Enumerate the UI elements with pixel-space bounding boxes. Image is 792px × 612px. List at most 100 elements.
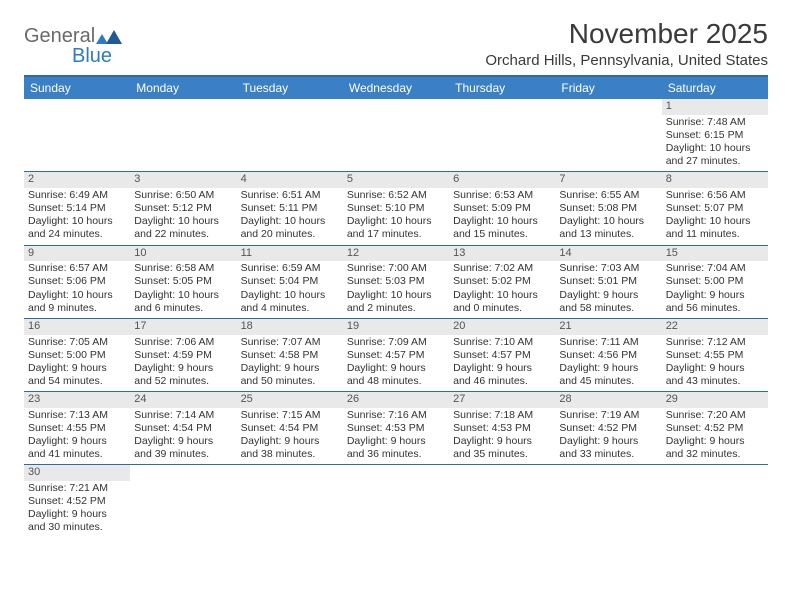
day-info-line: and 9 minutes.	[28, 302, 126, 315]
week-row: 23Sunrise: 7:13 AMSunset: 4:55 PMDayligh…	[24, 392, 768, 465]
day-info-line: and 56 minutes.	[666, 302, 764, 315]
day-info-line: Sunrise: 7:11 AM	[559, 336, 657, 349]
day-info-line: Sunset: 4:56 PM	[559, 349, 657, 362]
day-info-line: and 30 minutes.	[28, 521, 126, 534]
day-number: 5	[343, 172, 449, 188]
day-info-line: and 15 minutes.	[453, 228, 551, 241]
day-cell: 15Sunrise: 7:04 AMSunset: 5:00 PMDayligh…	[662, 246, 768, 318]
day-info-line: Sunset: 4:52 PM	[28, 495, 126, 508]
day-info-line: and 24 minutes.	[28, 228, 126, 241]
day-info-line: Daylight: 9 hours	[347, 435, 445, 448]
day-info-line: Daylight: 9 hours	[559, 289, 657, 302]
day-cell: 22Sunrise: 7:12 AMSunset: 4:55 PMDayligh…	[662, 319, 768, 391]
day-body: Sunrise: 6:51 AMSunset: 5:11 PMDaylight:…	[237, 188, 343, 245]
day-info-line: Sunrise: 6:56 AM	[666, 189, 764, 202]
day-number: 13	[449, 246, 555, 262]
day-info-line: and 33 minutes.	[559, 448, 657, 461]
day-cell: 3Sunrise: 6:50 AMSunset: 5:12 PMDaylight…	[130, 172, 236, 244]
week-row: 16Sunrise: 7:05 AMSunset: 5:00 PMDayligh…	[24, 319, 768, 392]
day-info-line: Sunset: 4:58 PM	[241, 349, 339, 362]
day-number: 27	[449, 392, 555, 408]
day-cell: 16Sunrise: 7:05 AMSunset: 5:00 PMDayligh…	[24, 319, 130, 391]
day-cell: ..	[555, 465, 661, 537]
day-body: Sunrise: 7:07 AMSunset: 4:58 PMDaylight:…	[237, 335, 343, 392]
day-cell: ..	[449, 99, 555, 171]
day-cell: ..	[237, 465, 343, 537]
day-body: Sunrise: 7:09 AMSunset: 4:57 PMDaylight:…	[343, 335, 449, 392]
day-cell: ..	[343, 99, 449, 171]
day-of-week-header: SundayMondayTuesdayWednesdayThursdayFrid…	[24, 75, 768, 99]
day-info-line: and 13 minutes.	[559, 228, 657, 241]
day-info-line: and 46 minutes.	[453, 375, 551, 388]
header: General Blue November 2025 Orchard Hills…	[24, 18, 768, 69]
day-body: Sunrise: 6:58 AMSunset: 5:05 PMDaylight:…	[130, 261, 236, 318]
day-info-line: Sunset: 5:00 PM	[28, 349, 126, 362]
day-info-line: Sunrise: 7:06 AM	[134, 336, 232, 349]
day-info-line: Sunset: 5:09 PM	[453, 202, 551, 215]
day-info-line: Sunset: 6:15 PM	[666, 129, 764, 142]
day-info-line: and 20 minutes.	[241, 228, 339, 241]
day-info-line: Sunrise: 7:02 AM	[453, 262, 551, 275]
day-body: Sunrise: 7:02 AMSunset: 5:02 PMDaylight:…	[449, 261, 555, 318]
day-info-line: Sunrise: 6:51 AM	[241, 189, 339, 202]
day-number: 7	[555, 172, 661, 188]
day-info-line: and 39 minutes.	[134, 448, 232, 461]
week-row: ............1Sunrise: 7:48 AMSunset: 6:1…	[24, 99, 768, 172]
day-info-line: and 17 minutes.	[347, 228, 445, 241]
day-info-line: Daylight: 10 hours	[453, 289, 551, 302]
logo-text: General Blue	[24, 26, 122, 66]
day-info-line: Sunrise: 7:20 AM	[666, 409, 764, 422]
day-cell: ..	[449, 465, 555, 537]
day-cell: ..	[24, 99, 130, 171]
day-info-line: Sunrise: 6:52 AM	[347, 189, 445, 202]
day-info-line: Sunset: 4:59 PM	[134, 349, 232, 362]
day-body: Sunrise: 7:20 AMSunset: 4:52 PMDaylight:…	[662, 408, 768, 465]
day-body: Sunrise: 7:15 AMSunset: 4:54 PMDaylight:…	[237, 408, 343, 465]
day-cell: 17Sunrise: 7:06 AMSunset: 4:59 PMDayligh…	[130, 319, 236, 391]
day-info-line: Sunset: 5:08 PM	[559, 202, 657, 215]
day-number: 22	[662, 319, 768, 335]
dow-saturday: Saturday	[662, 77, 768, 99]
day-number: 25	[237, 392, 343, 408]
logo-blue: Blue	[72, 45, 112, 67]
day-cell: 27Sunrise: 7:18 AMSunset: 4:53 PMDayligh…	[449, 392, 555, 464]
day-info-line: Daylight: 10 hours	[347, 215, 445, 228]
day-cell: 4Sunrise: 6:51 AMSunset: 5:11 PMDaylight…	[237, 172, 343, 244]
day-info-line: and 43 minutes.	[666, 375, 764, 388]
day-number: 9	[24, 246, 130, 262]
day-info-line: Sunset: 5:06 PM	[28, 275, 126, 288]
day-info-line: Sunset: 5:03 PM	[347, 275, 445, 288]
day-info-line: Daylight: 9 hours	[559, 435, 657, 448]
day-info-line: and 54 minutes.	[28, 375, 126, 388]
day-info-line: Sunrise: 6:53 AM	[453, 189, 551, 202]
dow-friday: Friday	[555, 77, 661, 99]
day-body: Sunrise: 6:52 AMSunset: 5:10 PMDaylight:…	[343, 188, 449, 245]
day-info-line: Sunrise: 7:04 AM	[666, 262, 764, 275]
day-info-line: Daylight: 10 hours	[134, 289, 232, 302]
logo-general: General	[24, 25, 95, 47]
day-body: Sunrise: 7:21 AMSunset: 4:52 PMDaylight:…	[24, 481, 130, 538]
day-info-line: Sunset: 5:07 PM	[666, 202, 764, 215]
day-number: 23	[24, 392, 130, 408]
day-info-line: Daylight: 9 hours	[28, 362, 126, 375]
day-info-line: Sunset: 4:53 PM	[453, 422, 551, 435]
day-info-line: and 38 minutes.	[241, 448, 339, 461]
calendar-grid: SundayMondayTuesdayWednesdayThursdayFrid…	[24, 75, 768, 538]
day-info-line: Sunset: 5:00 PM	[666, 275, 764, 288]
day-body: Sunrise: 6:53 AMSunset: 5:09 PMDaylight:…	[449, 188, 555, 245]
day-info-line: Daylight: 9 hours	[666, 362, 764, 375]
day-info-line: and 2 minutes.	[347, 302, 445, 315]
day-info-line: Sunrise: 6:59 AM	[241, 262, 339, 275]
day-info-line: Daylight: 10 hours	[666, 215, 764, 228]
day-info-line: and 35 minutes.	[453, 448, 551, 461]
day-cell: 10Sunrise: 6:58 AMSunset: 5:05 PMDayligh…	[130, 246, 236, 318]
day-info-line: Daylight: 10 hours	[347, 289, 445, 302]
day-cell: ..	[343, 465, 449, 537]
day-cell: 9Sunrise: 6:57 AMSunset: 5:06 PMDaylight…	[24, 246, 130, 318]
day-info-line: Daylight: 9 hours	[241, 435, 339, 448]
day-body: Sunrise: 6:56 AMSunset: 5:07 PMDaylight:…	[662, 188, 768, 245]
day-body: Sunrise: 6:50 AMSunset: 5:12 PMDaylight:…	[130, 188, 236, 245]
day-cell: 24Sunrise: 7:14 AMSunset: 4:54 PMDayligh…	[130, 392, 236, 464]
day-info-line: Sunrise: 7:21 AM	[28, 482, 126, 495]
day-info-line: Sunrise: 7:10 AM	[453, 336, 551, 349]
